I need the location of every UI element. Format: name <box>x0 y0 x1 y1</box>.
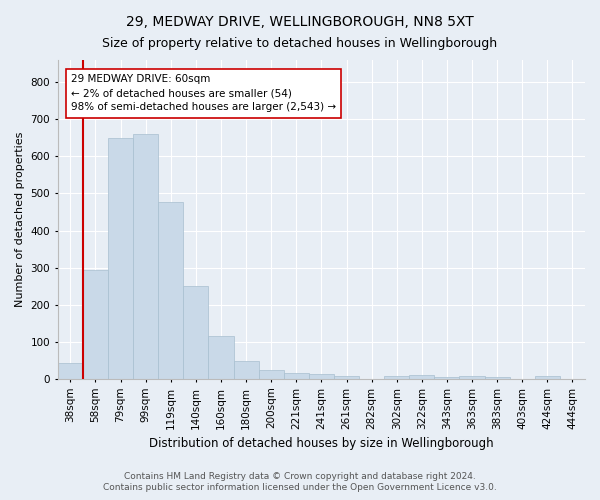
X-axis label: Distribution of detached houses by size in Wellingborough: Distribution of detached houses by size … <box>149 437 494 450</box>
Bar <box>460 376 485 379</box>
Bar <box>158 202 184 379</box>
Bar <box>309 374 334 379</box>
Bar <box>284 374 309 379</box>
Bar <box>83 270 108 379</box>
Bar <box>334 376 359 379</box>
Y-axis label: Number of detached properties: Number of detached properties <box>15 132 25 307</box>
Bar <box>535 376 560 379</box>
Bar <box>208 336 233 379</box>
Text: Size of property relative to detached houses in Wellingborough: Size of property relative to detached ho… <box>103 38 497 51</box>
Bar <box>259 370 284 379</box>
Bar <box>108 138 133 379</box>
Bar <box>485 377 509 379</box>
Bar <box>58 364 83 379</box>
Bar <box>184 286 208 379</box>
Bar <box>409 375 434 379</box>
Text: 29, MEDWAY DRIVE, WELLINGBOROUGH, NN8 5XT: 29, MEDWAY DRIVE, WELLINGBOROUGH, NN8 5X… <box>126 15 474 29</box>
Text: Contains HM Land Registry data © Crown copyright and database right 2024.
Contai: Contains HM Land Registry data © Crown c… <box>103 472 497 492</box>
Bar <box>133 134 158 379</box>
Bar <box>384 376 409 379</box>
Text: 29 MEDWAY DRIVE: 60sqm
← 2% of detached houses are smaller (54)
98% of semi-deta: 29 MEDWAY DRIVE: 60sqm ← 2% of detached … <box>71 74 336 112</box>
Bar <box>434 377 460 379</box>
Bar <box>233 361 259 379</box>
